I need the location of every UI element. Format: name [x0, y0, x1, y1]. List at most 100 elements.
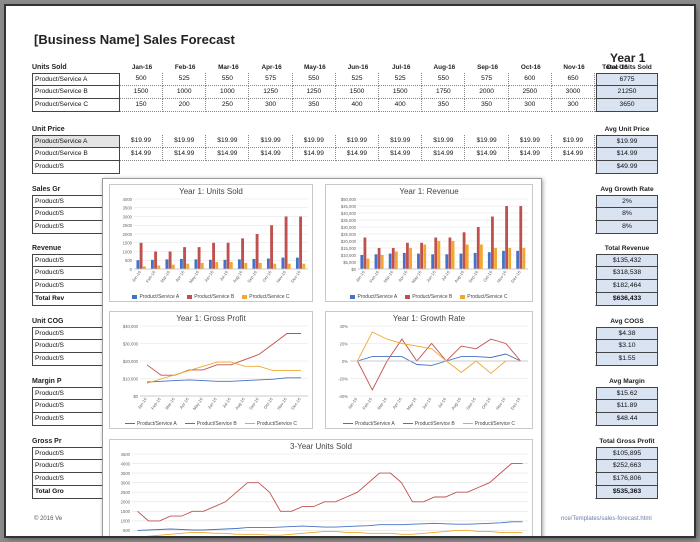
chart-3-year-units[interactable]: 3-Year Units Sold 0 500 1000 1500 2000 2500 30…	[109, 439, 533, 536]
table-total-cell[interactable]: $105,895	[596, 447, 658, 460]
table-cell[interactable]: $19.99	[379, 135, 423, 148]
table-row-label[interactable]: Product/S	[32, 447, 120, 460]
table-cell[interactable]: 300	[249, 99, 293, 112]
table-row-label[interactable]: Product/Service A	[32, 73, 120, 86]
table-cell[interactable]: 525	[379, 73, 423, 86]
table-cell[interactable]: 1750	[422, 86, 466, 99]
y-tick-label: 0	[130, 267, 133, 272]
table-cell[interactable]: 1500	[336, 86, 379, 99]
table-cell[interactable]: 200	[163, 99, 207, 112]
table-cell[interactable]: $14.99	[206, 148, 250, 161]
table-cell[interactable]: 525	[336, 73, 379, 86]
table-cell[interactable]: 575	[465, 73, 509, 86]
table-cell[interactable]: $19.99	[120, 135, 163, 148]
table-total-cell[interactable]: 21250	[596, 86, 658, 99]
table-total-cell[interactable]: $15.62	[596, 387, 658, 400]
table-total-cell[interactable]: 8%	[596, 208, 658, 221]
chart-growth-rate[interactable]: Year 1: Growth Rate -40% -20% 0% 20% 40% Jan-…	[325, 311, 533, 429]
table-cell[interactable]: 1250	[249, 86, 293, 99]
table-cell[interactable]: 575	[249, 73, 293, 86]
table-row-label[interactable]: Product/Service A	[32, 135, 120, 148]
table-cell[interactable]: $19.99	[163, 135, 207, 148]
table-cell[interactable]: 1000	[206, 86, 250, 99]
table-cell[interactable]: 300	[508, 99, 552, 112]
table-cell[interactable]: 550	[206, 73, 250, 86]
chart-units-sold[interactable]: Year 1: Units Sold 0 500 1000 1500 2000 2500 3…	[109, 184, 313, 302]
table-total-cell[interactable]: $14.99	[596, 148, 658, 161]
table-total-cell[interactable]: $4.38	[596, 327, 658, 340]
table-cell[interactable]: 1500	[120, 86, 163, 99]
table-total-cell[interactable]: $535,363	[596, 486, 658, 499]
legend-swatch	[187, 294, 193, 299]
table-cell[interactable]: 525	[163, 73, 207, 86]
chart-revenue[interactable]: Year 1: Revenue $0 $5,000 $10,000 $15,000 $2…	[325, 184, 533, 302]
table-cell[interactable]: $14.99	[508, 148, 552, 161]
table-cell[interactable]: 150	[120, 99, 163, 112]
table-cell[interactable]: 2500	[508, 86, 552, 99]
table-total-cell[interactable]: 8%	[596, 221, 658, 234]
table-cell[interactable]: $19.99	[422, 135, 466, 148]
table-cell[interactable]: 350	[422, 99, 466, 112]
table-cell[interactable]: $14.99	[379, 148, 423, 161]
table-total-cell[interactable]: $1.55	[596, 353, 658, 366]
table-cell[interactable]: $14.99	[422, 148, 466, 161]
table-cell[interactable]: 400	[336, 99, 379, 112]
table-row-label[interactable]: Product/S	[32, 161, 120, 174]
table-cell[interactable]: 550	[292, 73, 336, 86]
table-total-cell[interactable]: 6775	[596, 73, 658, 86]
table-total-cell[interactable]: 2%	[596, 195, 658, 208]
x-tick-label: Jul-16	[218, 269, 229, 282]
table-cell[interactable]: 400	[379, 99, 423, 112]
table-total-cell[interactable]: $318,538	[596, 267, 658, 280]
table-cell[interactable]: 3000	[552, 86, 595, 99]
table-cell[interactable]: $14.99	[163, 148, 207, 161]
charts-panel[interactable]: Year 1: Units Sold 0 500 1000 1500 2000 2500 3…	[102, 178, 542, 536]
table-cell[interactable]: 500	[120, 73, 163, 86]
table-cell[interactable]: $19.99	[508, 135, 552, 148]
table-cell[interactable]: $14.99	[249, 148, 293, 161]
table-cell[interactable]: $19.99	[336, 135, 379, 148]
template-url[interactable]: nce/Templates/sales-forecast.html	[561, 516, 652, 522]
table-cell[interactable]: $14.99	[120, 148, 163, 161]
table-total-cell[interactable]: $135,432	[596, 254, 658, 267]
table-cell[interactable]: 1250	[292, 86, 336, 99]
table-cell[interactable]: $19.99	[206, 135, 250, 148]
table-total-cell[interactable]: $182,464	[596, 280, 658, 293]
table-cell[interactable]: 1500	[379, 86, 423, 99]
table-total-cell[interactable]: $19.99	[596, 135, 658, 148]
table-cell[interactable]: 350	[292, 99, 336, 112]
table-cell[interactable]: $19.99	[292, 135, 336, 148]
table-cell[interactable]: 350	[465, 99, 509, 112]
table-total-cell[interactable]: $636,433	[596, 293, 658, 306]
table-row-label[interactable]: Product/Service B	[32, 86, 120, 99]
table-cell[interactable]: 600	[508, 73, 552, 86]
bar	[229, 262, 233, 269]
table-cell[interactable]: $14.99	[336, 148, 379, 161]
table-cell[interactable]: $19.99	[552, 135, 595, 148]
table-total-cell[interactable]: $49.99	[596, 161, 658, 174]
table-cell[interactable]: 250	[206, 99, 250, 112]
table-total-cell[interactable]: 3650	[596, 99, 658, 112]
table-cell[interactable]: $19.99	[465, 135, 509, 148]
table-cell[interactable]: $14.99	[465, 148, 509, 161]
table-total-cell[interactable]: $176,806	[596, 473, 658, 486]
table-cell[interactable]: 2000	[465, 86, 509, 99]
table-cell[interactable]: $14.99	[552, 148, 595, 161]
series-line	[137, 463, 523, 522]
table-cell[interactable]: 300	[552, 99, 595, 112]
table-cell[interactable]: 550	[422, 73, 466, 86]
table-cell[interactable]: 1000	[163, 86, 207, 99]
table-total-cell[interactable]: $11.89	[596, 400, 658, 413]
table-total-cell[interactable]: $252,663	[596, 460, 658, 473]
table-cell[interactable]: 650	[552, 73, 595, 86]
series-line	[137, 521, 523, 531]
table-total-cell[interactable]: $48.44	[596, 413, 658, 426]
series-line	[146, 361, 301, 384]
table-cell[interactable]: $19.99	[249, 135, 293, 148]
table-row-label[interactable]: Product/S	[32, 254, 120, 267]
table-row-label[interactable]: Product/Service B	[32, 148, 120, 161]
table-cell[interactable]: $14.99	[292, 148, 336, 161]
table-total-cell[interactable]: $3.10	[596, 340, 658, 353]
chart-gross-profit[interactable]: Year 1: Gross Profit $0 $10,000 $20,000 $30…	[109, 311, 313, 429]
table-row-label[interactable]: Product/Service C	[32, 99, 120, 112]
